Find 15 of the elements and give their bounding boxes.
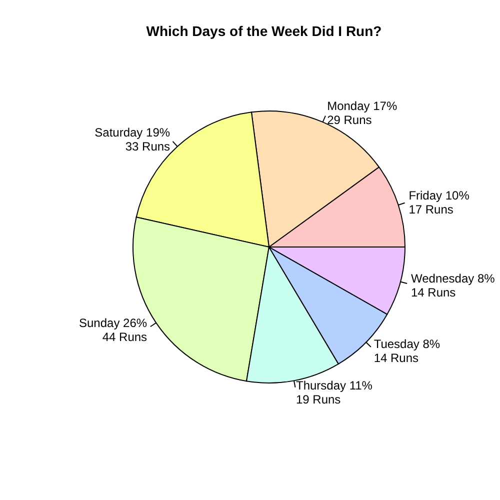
data-label: 44 Runs bbox=[102, 330, 148, 344]
data-label: 14 Runs bbox=[374, 350, 419, 365]
slice-label: Thursday 11% bbox=[296, 378, 373, 392]
slice-label: Monday 17% bbox=[327, 99, 398, 114]
data-label: 17 Runs bbox=[408, 202, 454, 217]
slice-label: Saturday 19% bbox=[94, 125, 170, 140]
slice-label: Wednesday 8% bbox=[410, 272, 496, 286]
chart-title: Which Days of the Week Did I Run? bbox=[146, 23, 382, 39]
data-label: 14 Runs bbox=[410, 286, 456, 300]
data-label: 29 Runs bbox=[327, 113, 372, 128]
data-label: 33 Runs bbox=[125, 139, 170, 154]
slice-label: Tuesday 8% bbox=[374, 336, 440, 351]
slice-label: Friday 10% bbox=[408, 188, 470, 203]
slice-label: Sunday 26% bbox=[79, 316, 148, 330]
data-label: 19 Runs bbox=[296, 392, 341, 406]
